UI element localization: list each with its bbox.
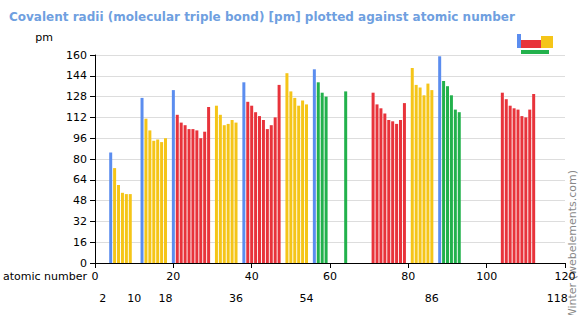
svg-text:60: 60: [323, 270, 337, 283]
svg-text:10: 10: [127, 292, 141, 305]
svg-text:36: 36: [229, 292, 243, 305]
svg-text:32: 32: [73, 215, 87, 228]
svg-text:54: 54: [300, 292, 314, 305]
svg-text:128: 128: [66, 90, 87, 103]
svg-text:40: 40: [245, 270, 259, 283]
svg-text:64: 64: [73, 173, 87, 186]
svg-text:120: 120: [555, 270, 576, 283]
svg-text:144: 144: [66, 69, 87, 82]
svg-text:80: 80: [401, 270, 415, 283]
svg-text:0: 0: [80, 257, 87, 270]
svg-text:atomic number: atomic number: [3, 270, 88, 283]
svg-text:118: 118: [547, 292, 568, 305]
svg-text:© Mark Winter (webelements.com: © Mark Winter (webelements.com): [566, 170, 579, 315]
svg-text:112: 112: [66, 111, 87, 124]
svg-text:96: 96: [73, 132, 87, 145]
svg-text:48: 48: [73, 194, 87, 207]
svg-text:100: 100: [476, 270, 497, 283]
svg-text:80: 80: [73, 153, 87, 166]
svg-text:0: 0: [92, 270, 99, 283]
svg-text:pm: pm: [35, 31, 53, 44]
svg-text:2: 2: [99, 292, 106, 305]
svg-text:86: 86: [425, 292, 439, 305]
svg-text:20: 20: [166, 270, 180, 283]
svg-text:Covalent radii (molecular trip: Covalent radii (molecular triple bond) […: [9, 10, 515, 24]
svg-text:18: 18: [159, 292, 173, 305]
svg-text:160: 160: [66, 49, 87, 62]
svg-text:16: 16: [73, 236, 87, 249]
